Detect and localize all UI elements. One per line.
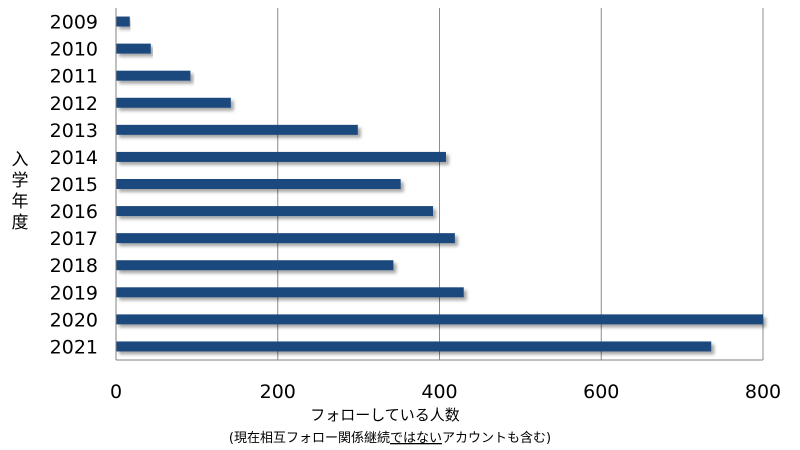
x-axis-note: (現在相互フォロー関係継続ではないアカウントも含む) [229,430,551,446]
x-tick-label-400: 400 [421,381,457,403]
y-axis-label: 入学年度 [12,150,29,233]
category-label-2012: 2012 [50,93,98,115]
bar-2015 [116,179,401,189]
category-label-2013: 2013 [50,120,98,142]
x-tick-label-600: 600 [583,381,619,403]
category-label-2010: 2010 [50,39,98,61]
x-tick-label-200: 200 [260,381,296,403]
x-axis-note-after: アカウントも含む) [442,430,551,446]
bar-2014 [116,151,446,162]
bar-2016 [116,206,434,217]
x-axis-note-underlined: ではない [390,431,442,446]
x-tick-labels: 0 200 400 600 800 [110,381,781,403]
category-label-2021: 2021 [50,336,98,358]
x-tick-label-0: 0 [110,381,122,403]
bars [116,16,763,352]
bar-2019 [116,287,464,298]
bar-2011 [116,70,191,81]
category-labels: 2009 2010 2011 2012 2013 2014 2015 2016 2017 2018… [50,12,98,359]
category-label-2017: 2017 [50,228,98,250]
category-label-2015: 2015 [50,174,98,196]
bar-2020 [116,314,763,325]
bar-2018 [116,260,394,271]
x-tick-label-800: 800 [745,381,781,403]
category-label-2009: 2009 [50,12,98,34]
category-label-2014: 2014 [50,147,98,169]
x-axis-label: フォローしている人数 [310,406,460,424]
category-label-2011: 2011 [50,66,98,88]
bar-2017 [116,233,455,244]
category-label-2019: 2019 [50,282,98,304]
bar-2021 [116,341,712,352]
bar-2009 [116,16,130,27]
bar-2013 [116,124,358,135]
category-label-2016: 2016 [50,201,98,223]
category-label-2018: 2018 [50,255,98,277]
x-axis-note-before: (現在相互フォロー関係継続 [229,431,390,446]
bar-2010 [116,43,151,54]
category-label-2020: 2020 [50,309,98,331]
bar-2012 [116,97,231,108]
